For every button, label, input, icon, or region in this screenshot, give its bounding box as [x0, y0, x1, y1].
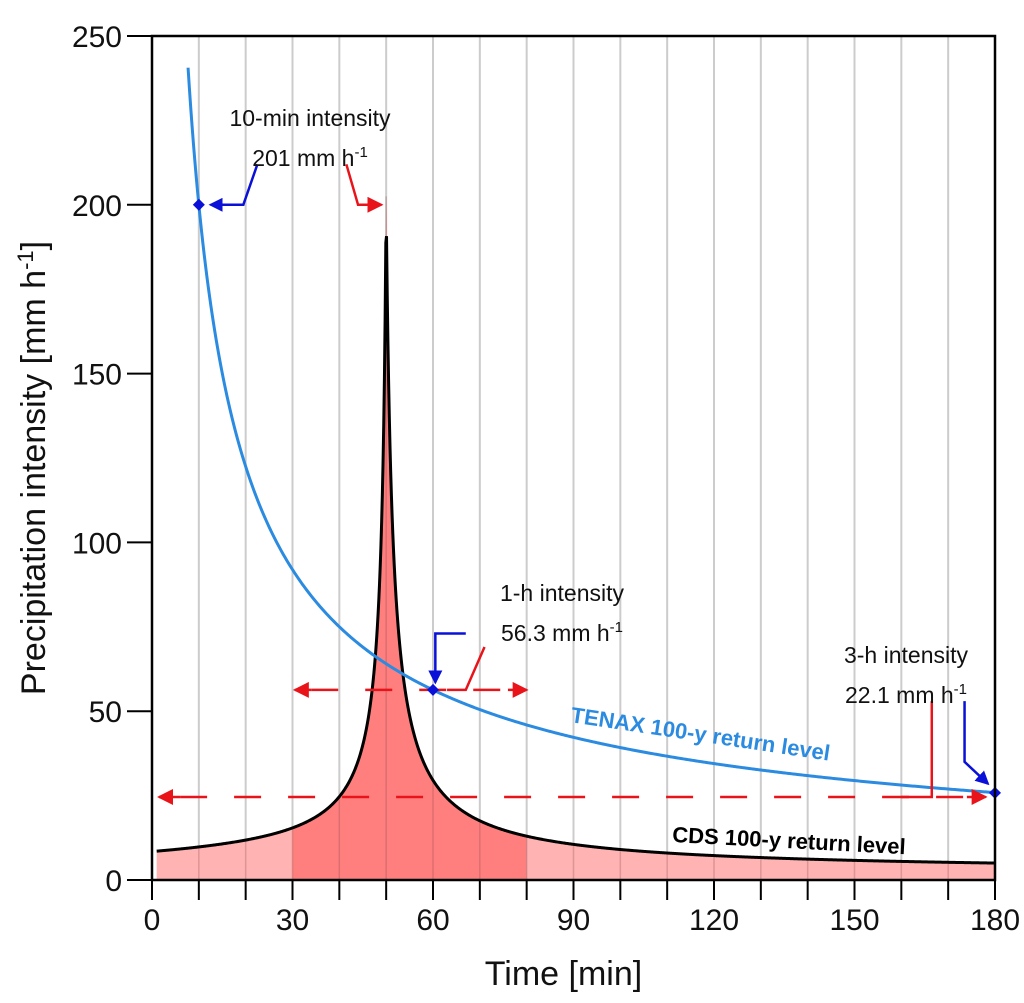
- cds-series-label: CDS 100-y return level: [672, 822, 907, 859]
- gridlines: [197, 36, 950, 880]
- annotation-3h-value: 22.1 mm h-1: [845, 681, 967, 708]
- y-axis-label-sup: -1: [13, 250, 38, 270]
- annotation-10min-title: 10-min intensity: [229, 105, 391, 131]
- annotation-3h-title: 3-h intensity: [844, 642, 969, 668]
- y-tick-label: 200: [72, 190, 122, 223]
- x-tick-label: 60: [416, 904, 449, 937]
- marker-1-h: [427, 683, 439, 696]
- y-tick-label: 50: [89, 696, 122, 729]
- x-tick-label: 120: [689, 904, 739, 937]
- tenax-series-label: TENAX 100-y return level: [569, 702, 831, 765]
- cds-fill-light-before: [156, 827, 293, 880]
- annotation-1h-value-sup: -1: [610, 619, 623, 636]
- series-lines: [156, 67, 996, 865]
- annotation-arrows: [157, 163, 990, 805]
- leader-3h-red: [901, 701, 934, 799]
- leader-10min-red: [345, 163, 384, 213]
- annotation-1h-title: 1-h intensity: [500, 580, 625, 606]
- leader-10min-blue: [208, 163, 259, 212]
- y-axis-label: Precipitation intensity [mm h-1]: [13, 241, 53, 695]
- annotation-10min-value-main: 201 mm h: [252, 145, 354, 171]
- y-axis-label-main: Precipitation intensity [mm h: [15, 270, 53, 695]
- x-tick-label: 0: [144, 904, 161, 937]
- cds-line: [156, 235, 996, 865]
- annotation-3h-value-sup: -1: [954, 681, 967, 698]
- annotation-1h: 1-h intensity 56.3 mm h-1: [500, 580, 625, 646]
- y-tick-label: 0: [105, 865, 122, 898]
- annotation-3h: 3-h intensity 22.1 mm h-1: [844, 642, 969, 708]
- y-tick-label: 250: [72, 21, 122, 54]
- annotation-1h-value-main: 56.3 mm h: [501, 620, 610, 646]
- leader-3h-blue: [963, 701, 990, 786]
- marker-10-min: [192, 198, 205, 211]
- x-tick-label: 90: [557, 904, 590, 937]
- leader-1h-red: [447, 646, 486, 692]
- axis-ticks: 0 30 60 90 120 150 180 0 50 100 150 200 250: [72, 21, 1020, 937]
- annotation-10min: 10-min intensity 201 mm h-1: [229, 105, 391, 171]
- x-tick-label: 180: [970, 904, 1020, 937]
- annotation-10min-value-sup: -1: [354, 144, 367, 161]
- cds-fill-dark-window: [292, 196, 527, 881]
- x-tick-label: 150: [829, 904, 879, 937]
- tenax-line: [186, 67, 996, 795]
- leader-1h-blue: [428, 632, 466, 685]
- x-axis-label: Time [min]: [485, 955, 642, 993]
- y-axis-label-end: ]: [15, 241, 53, 250]
- y-tick-label: 100: [72, 527, 122, 560]
- y-tick-label: 150: [72, 359, 122, 392]
- x-tick-label: 30: [276, 904, 309, 937]
- annotation-10min-value: 201 mm h-1: [252, 144, 368, 171]
- cds-fill-areas: [156, 196, 995, 881]
- annotation-1h-value: 56.3 mm h-1: [501, 619, 623, 646]
- annotation-3h-value-main: 22.1 mm h: [845, 682, 954, 708]
